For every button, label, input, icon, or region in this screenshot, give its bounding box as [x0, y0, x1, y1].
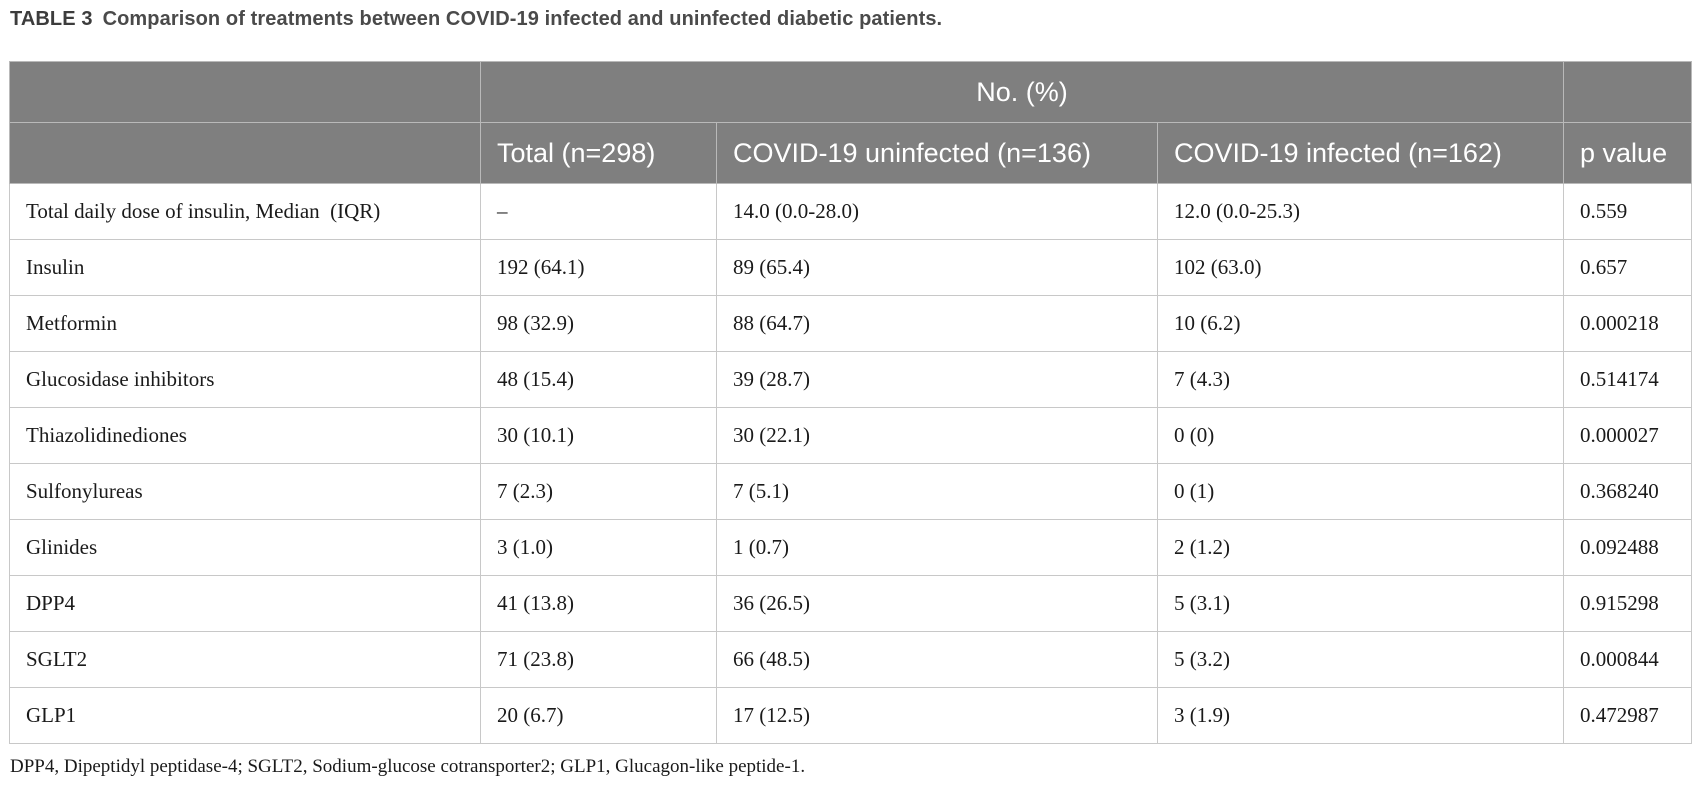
table-row: Insulin 192 (64.1) 89 (65.4) 102 (63.0) … — [9, 239, 1693, 296]
cell-infected: 0 (1) — [1156, 463, 1565, 520]
cell-p-value: 0.915298 — [1563, 575, 1693, 632]
column-header-p-value: p value — [1563, 122, 1693, 184]
cell-total: 48 (15.4) — [480, 351, 717, 408]
cell-uninfected: 30 (22.1) — [716, 407, 1158, 464]
table-row: Thiazolidinediones 30 (10.1) 30 (22.1) 0… — [9, 407, 1693, 464]
cell-total: 30 (10.1) — [480, 407, 717, 464]
cell-uninfected: 88 (64.7) — [716, 295, 1158, 352]
cell-p-value: 0.657 — [1563, 239, 1693, 296]
cell-infected: 5 (3.2) — [1156, 631, 1565, 688]
table-row: Glinides 3 (1.0) 1 (0.7) 2 (1.2) 0.09248… — [9, 519, 1693, 576]
row-label: SGLT2 — [9, 631, 481, 688]
row-label: DPP4 — [9, 575, 481, 632]
header-blank-cell — [9, 61, 481, 123]
table-row: SGLT2 71 (23.8) 66 (48.5) 5 (3.2) 0.0008… — [9, 631, 1693, 688]
row-label: Sulfonylureas — [9, 463, 481, 520]
table-caption: TABLE 3 Comparison of treatments between … — [10, 8, 942, 31]
treatment-comparison-table: No. (%) Total (n=298) COVID-19 uninfecte… — [9, 61, 1693, 744]
row-label: Glucosidase inhibitors — [9, 351, 481, 408]
cell-total: 98 (32.9) — [480, 295, 717, 352]
cell-p-value: 0.472987 — [1563, 687, 1693, 744]
cell-uninfected: 1 (0.7) — [716, 519, 1158, 576]
column-header-row: Total (n=298) COVID-19 uninfected (n=136… — [9, 122, 1693, 184]
cell-p-value: 0.000027 — [1563, 407, 1693, 464]
cell-total: 7 (2.3) — [480, 463, 717, 520]
column-header-total: Total (n=298) — [480, 122, 717, 184]
cell-uninfected: 66 (48.5) — [716, 631, 1158, 688]
row-label: Metformin — [9, 295, 481, 352]
table-row: Glucosidase inhibitors 48 (15.4) 39 (28.… — [9, 351, 1693, 408]
column-header-uninfected: COVID-19 uninfected (n=136) — [716, 122, 1158, 184]
cell-p-value: 0.514174 — [1563, 351, 1693, 408]
table-footnote: DPP4, Dipeptidyl peptidase-4; SGLT2, Sod… — [10, 756, 806, 777]
table-row: Sulfonylureas 7 (2.3) 7 (5.1) 0 (1) 0.36… — [9, 463, 1693, 520]
cell-infected: 12.0 (0.0-25.3) — [1156, 183, 1565, 240]
cell-total: 192 (64.1) — [480, 239, 717, 296]
table-title: Comparison of treatments between COVID-1… — [102, 8, 943, 30]
cell-p-value: 0.000844 — [1563, 631, 1693, 688]
cell-infected: 5 (3.1) — [1156, 575, 1565, 632]
row-label: Glinides — [9, 519, 481, 576]
group-header-no-percent: No. (%) — [479, 61, 1565, 123]
cell-uninfected: 7 (5.1) — [716, 463, 1158, 520]
row-label: GLP1 — [9, 687, 481, 744]
row-label: Insulin — [9, 239, 481, 296]
cell-uninfected: 17 (12.5) — [716, 687, 1158, 744]
cell-p-value: 0.559 — [1563, 183, 1693, 240]
cell-total: – — [480, 183, 717, 240]
table-row: GLP1 20 (6.7) 17 (12.5) 3 (1.9) 0.472987 — [9, 687, 1693, 744]
cell-infected: 10 (6.2) — [1156, 295, 1565, 352]
table-row: Metformin 98 (32.9) 88 (64.7) 10 (6.2) 0… — [9, 295, 1693, 352]
cell-uninfected: 39 (28.7) — [716, 351, 1158, 408]
group-header-row: No. (%) — [9, 61, 1693, 123]
cell-infected: 102 (63.0) — [1156, 239, 1565, 296]
cell-infected: 3 (1.9) — [1156, 687, 1565, 744]
column-header-infected: COVID-19 infected (n=162) — [1156, 122, 1565, 184]
row-label: Total daily dose of insulin, Median (IQR… — [9, 183, 481, 240]
row-label: Thiazolidinediones — [9, 407, 481, 464]
cell-total: 3 (1.0) — [480, 519, 717, 576]
cell-uninfected: 36 (26.5) — [716, 575, 1158, 632]
table-label: TABLE 3 — [10, 8, 93, 30]
cell-p-value: 0.368240 — [1563, 463, 1693, 520]
cell-total: 41 (13.8) — [480, 575, 717, 632]
table-row: Total daily dose of insulin, Median (IQR… — [9, 183, 1693, 240]
cell-infected: 0 (0) — [1156, 407, 1565, 464]
header-blank-cell — [1563, 61, 1693, 123]
cell-p-value: 0.000218 — [1563, 295, 1693, 352]
cell-p-value: 0.092488 — [1563, 519, 1693, 576]
table-row: DPP4 41 (13.8) 36 (26.5) 5 (3.1) 0.91529… — [9, 575, 1693, 632]
column-header-variable — [9, 122, 481, 184]
cell-total: 20 (6.7) — [480, 687, 717, 744]
cell-infected: 7 (4.3) — [1156, 351, 1565, 408]
cell-total: 71 (23.8) — [480, 631, 717, 688]
cell-uninfected: 14.0 (0.0-28.0) — [716, 183, 1158, 240]
cell-uninfected: 89 (65.4) — [716, 239, 1158, 296]
cell-infected: 2 (1.2) — [1156, 519, 1565, 576]
